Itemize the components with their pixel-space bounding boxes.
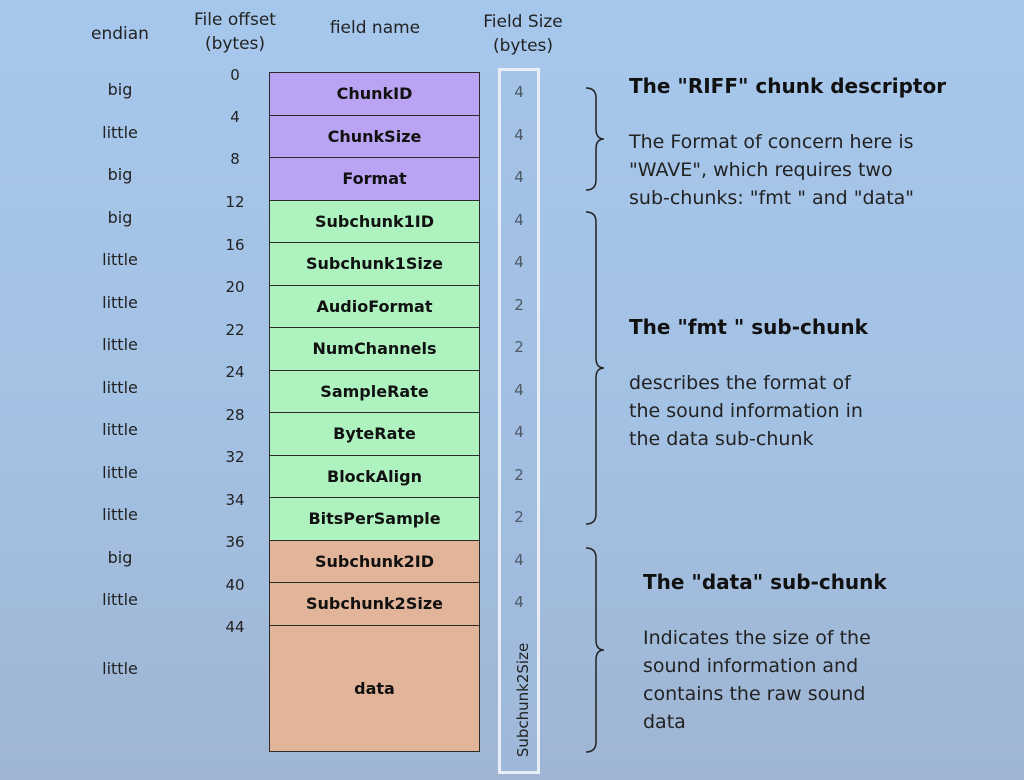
endian-label: little — [102, 590, 138, 609]
field-format: Format — [269, 157, 480, 201]
data-brace-icon — [585, 547, 605, 753]
field-size-value: 2 — [514, 508, 524, 526]
offset-label: 16 — [225, 236, 245, 254]
data-section-description: Indicates the size of the sound informat… — [643, 627, 871, 733]
field-subchunk1id: Subchunk1ID — [269, 199, 480, 243]
header-field-name: field name — [329, 18, 421, 38]
field-subchunk2size: Subchunk2Size — [269, 582, 480, 626]
header-file-offset: File offset (bytes) — [194, 10, 276, 54]
data-section-title: The "data" sub-chunk — [643, 570, 887, 594]
field-size-vertical-label: Subchunk2Size — [514, 642, 532, 758]
offset-label: 22 — [225, 321, 245, 339]
offset-label: 12 — [225, 193, 245, 211]
field-size-value: 2 — [514, 465, 524, 484]
offset-label: 44 — [225, 618, 245, 636]
field-size-value: 4 — [514, 83, 524, 101]
field-size-value: 4 — [514, 380, 524, 399]
field-chunksize: ChunkSize — [269, 114, 480, 158]
riff-brace-icon — [585, 87, 605, 191]
field-samplerate: SampleRate — [269, 369, 480, 413]
offset-label: 0 — [230, 66, 240, 84]
field-size-value: 4 — [514, 550, 524, 569]
field-chunkid: ChunkID — [269, 72, 480, 116]
fmt-section-description: describes the format of the sound inform… — [629, 372, 863, 450]
field-size-value: 4 — [514, 168, 524, 186]
endian-label: big — [107, 165, 133, 184]
field-size-column — [498, 68, 540, 774]
field-numchannels: NumChannels — [269, 327, 480, 371]
offset-label: 36 — [225, 533, 245, 551]
field-byterate: ByteRate — [269, 412, 480, 456]
field-size-value: 2 — [514, 295, 524, 314]
fmt-brace-icon — [585, 211, 605, 525]
endian-label: little — [102, 658, 138, 678]
endian-label: big — [107, 207, 133, 227]
endian-label: little — [102, 462, 138, 482]
endian-label: little — [102, 122, 138, 142]
field-bitspersample: BitsPerSample — [269, 497, 480, 541]
field-size-value: 4 — [514, 593, 524, 611]
offset-label: 24 — [225, 363, 245, 381]
field-audioformat: AudioFormat — [269, 284, 480, 328]
endian-label: little — [102, 250, 138, 269]
field-subchunk1size: Subchunk1Size — [269, 242, 480, 286]
riff-section-title: The "RIFF" chunk descriptor — [629, 74, 947, 98]
offset-label: 8 — [230, 150, 240, 168]
endian-label: little — [102, 377, 138, 397]
offset-label: 34 — [225, 491, 245, 509]
endian-label: little — [102, 292, 138, 312]
header-endian: endian — [91, 24, 149, 44]
field-size-value: 2 — [514, 338, 524, 356]
field-size-value: 4 — [514, 423, 524, 441]
fmt-section-title: The "fmt " sub-chunk — [629, 315, 868, 339]
offset-label: 20 — [225, 278, 245, 296]
field-size-value: 4 — [514, 210, 524, 229]
riff-section-description: The Format of concern here is "WAVE", wh… — [629, 131, 915, 209]
field-data: data — [269, 624, 480, 752]
field-blockalign: BlockAlign — [269, 454, 480, 498]
endian-label: little — [102, 505, 138, 524]
field-subchunk2id: Subchunk2ID — [269, 539, 480, 583]
offset-label: 4 — [230, 108, 240, 126]
endian-label: little — [102, 335, 138, 354]
endian-label: big — [107, 547, 133, 567]
endian-label: big — [107, 80, 133, 99]
field-size-value: 4 — [514, 253, 524, 271]
header-field-size: Field Size (bytes) — [483, 12, 563, 56]
endian-label: little — [102, 420, 138, 439]
offset-label: 32 — [225, 448, 245, 466]
field-size-value: 4 — [514, 125, 524, 144]
offset-label: 40 — [225, 576, 245, 594]
offset-label: 28 — [225, 406, 245, 424]
